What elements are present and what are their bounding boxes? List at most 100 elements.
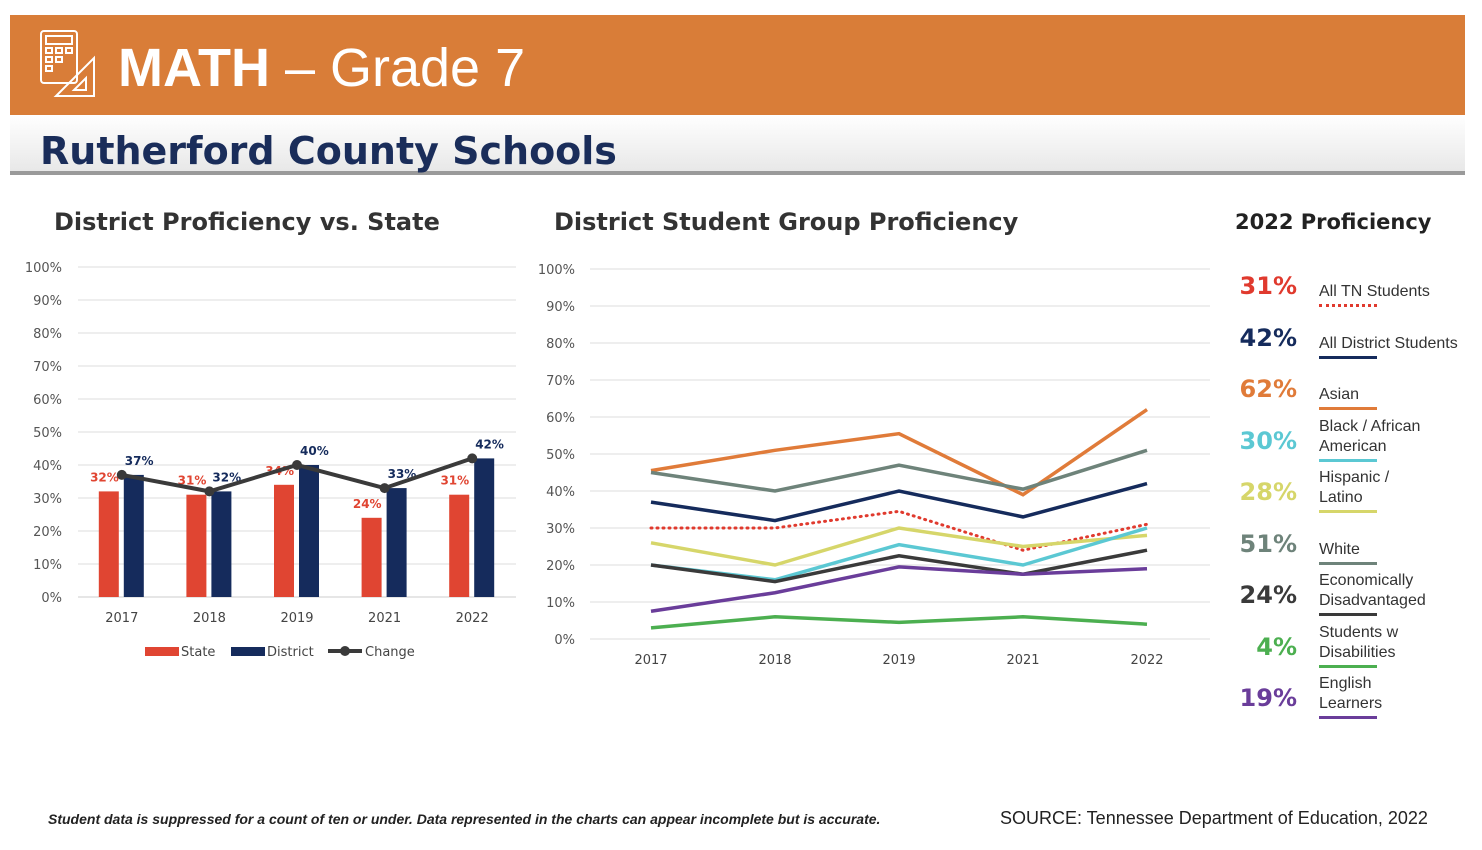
district-data-label: 40% [300, 444, 329, 458]
state-bar [274, 484, 294, 597]
x-tick-label: 2021 [368, 611, 401, 626]
legend-label-change: Change [365, 645, 415, 660]
state-data-label: 24% [353, 497, 382, 511]
change-point [292, 460, 302, 470]
legend-pct: 19% [1239, 684, 1297, 712]
y-tick-label: 40% [33, 459, 62, 474]
legend-pct: 51% [1239, 529, 1297, 558]
legend-item: 4% Students w Disabilities [1235, 621, 1465, 671]
series-line-asian [650, 408, 1148, 497]
state-bar [186, 494, 207, 597]
state-data-label: 31% [178, 474, 207, 488]
line-chart-title: District Student Group Proficiency [554, 208, 1019, 236]
series-line-english-learners [650, 565, 1148, 613]
header-banner: MATH – Grade 7 [10, 15, 1465, 115]
y-tick-label: 20% [546, 559, 575, 574]
y-tick-label: 0% [554, 633, 575, 648]
district-bar [474, 458, 495, 597]
y-tick-label: 10% [546, 596, 575, 611]
y-tick-label: 0% [41, 591, 62, 606]
district-bar [299, 465, 319, 597]
x-tick-label: 2019 [280, 611, 313, 626]
page-title: MATH – Grade 7 [118, 38, 526, 98]
legend-pct: 62% [1239, 375, 1297, 403]
y-tick-label: 30% [33, 492, 62, 507]
legend-label: English Learners [1319, 675, 1383, 712]
legend-line [1319, 716, 1377, 719]
series-line-all-district-students [650, 481, 1148, 523]
state-data-label: 32% [90, 470, 119, 484]
legend-line [1319, 510, 1377, 513]
y-tick-label: 50% [546, 448, 575, 463]
y-tick-label: 90% [33, 294, 62, 309]
legend-swatch-state [145, 647, 179, 656]
district-bar [211, 491, 232, 597]
y-tick-label: 60% [33, 393, 62, 408]
legend-label: Students w Disabilities [1319, 623, 1399, 661]
footnote: Student data is suppressed for a count o… [48, 811, 881, 827]
y-tick-label: 80% [33, 327, 62, 342]
legend-line [1319, 407, 1377, 410]
legend-line [1319, 613, 1377, 616]
state-bar [361, 517, 382, 597]
x-tick-label: 2017 [634, 653, 667, 668]
x-tick-label: 2018 [193, 611, 226, 626]
legend-label: All TN Students [1319, 283, 1430, 300]
legend-item: 30% Black / African American [1235, 415, 1465, 465]
legend-marker-change [340, 646, 350, 656]
y-tick-label: 80% [546, 337, 575, 352]
series-line-hispanic-latino [650, 526, 1148, 567]
proficiency-legend: 2022 Proficiency 31% All TN Students 42%… [1235, 210, 1465, 719]
change-point [116, 469, 127, 480]
y-tick-label: 100% [25, 261, 62, 276]
x-tick-label: 2018 [758, 653, 791, 668]
series-line-white [650, 448, 1148, 493]
district-data-label: 42% [475, 437, 504, 451]
y-tick-label: 70% [546, 374, 575, 389]
legend-line [1319, 304, 1377, 307]
legend-item: 31% All TN Students [1235, 260, 1465, 310]
legend-pct: 24% [1239, 581, 1297, 609]
change-point [379, 483, 390, 494]
legend-label-district: District [267, 645, 314, 660]
y-tick-label: 40% [546, 485, 575, 500]
x-tick-label: 2022 [1130, 653, 1163, 668]
series-line-economically-disadvantaged [650, 548, 1148, 584]
y-tick-label: 30% [546, 522, 575, 537]
state-bar [449, 494, 470, 597]
legend-line [1319, 664, 1377, 668]
y-tick-label: 90% [546, 300, 575, 315]
x-tick-label: 2021 [1006, 653, 1039, 668]
district-bar: Rutherford County Schools [10, 115, 1465, 175]
state-bar [98, 491, 119, 597]
legend-item: 62% Asian [1235, 363, 1465, 413]
line-chart: 0% 10% 20% 30% 40% 50% 60% 70% 80% 90% 100% 2017 201… [538, 263, 1210, 668]
district-bar [386, 488, 407, 597]
legend-pct: 31% [1239, 272, 1297, 300]
y-tick-label: 10% [33, 558, 62, 573]
state-data-label: 31% [440, 474, 469, 488]
legend-label: Asian [1319, 386, 1360, 403]
legend-label: Hispanic / Latino [1319, 469, 1390, 506]
legend-label: Economically Disadvantaged [1319, 572, 1426, 609]
district-data-label: 32% [212, 470, 241, 484]
source: SOURCE: Tennessee Department of Educatio… [1000, 808, 1428, 828]
x-tick-label: 2022 [456, 611, 489, 626]
change-point [204, 486, 215, 497]
y-tick-label: 20% [33, 525, 62, 540]
district-data-label: 33% [388, 467, 417, 481]
legend-label: All District Students [1319, 334, 1458, 352]
bar-chart-title: District Proficiency vs. State [54, 208, 440, 236]
bar-chart: 0% 10% 20% 30% 40% 50% 60% 70% 80% 90% 100% 32% 37% 2… [25, 261, 516, 660]
series-line-students-w-disabilities [650, 615, 1148, 630]
legend-label: Black / African American [1319, 417, 1421, 455]
legend-line [1319, 458, 1377, 462]
legend-swatch-district [231, 647, 265, 656]
y-tick-label: 50% [33, 426, 62, 441]
y-tick-label: 100% [538, 263, 575, 278]
x-tick-label: 2017 [105, 611, 138, 626]
legend-pct: 42% [1239, 323, 1297, 352]
district-name: Rutherford County Schools [40, 129, 617, 173]
district-data-label: 37% [125, 454, 154, 468]
legend-item: 24% Economically Disadvantaged [1235, 569, 1465, 619]
